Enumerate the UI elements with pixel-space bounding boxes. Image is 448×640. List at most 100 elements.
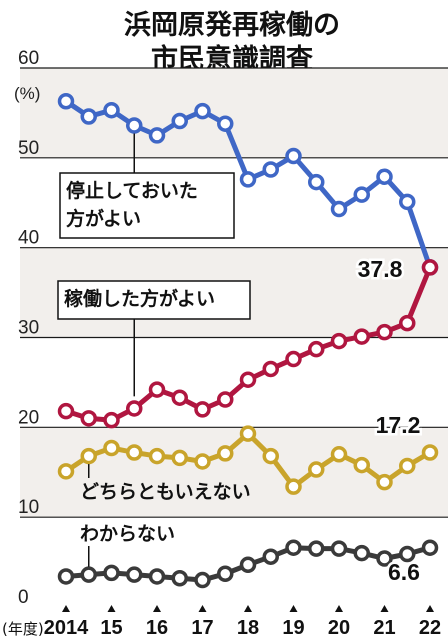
data-point	[80, 447, 97, 465]
data-point	[80, 410, 97, 427]
chart-title-line1: 浜岡原発再稼働の	[124, 10, 340, 41]
data-point	[421, 259, 439, 276]
end-value-label-1: 37.8	[358, 256, 403, 282]
x-tick-mark-15	[107, 605, 116, 612]
x-tick-mark-20	[335, 605, 343, 612]
data-point	[57, 463, 75, 480]
x-axis-unit: (年度)	[2, 620, 44, 638]
data-point	[217, 391, 234, 408]
data-point	[330, 332, 348, 350]
y-axis-unit: (%)	[14, 84, 40, 103]
x-tick-mark-19	[289, 605, 298, 612]
data-point	[103, 411, 120, 429]
data-point	[262, 360, 279, 378]
data-point	[285, 350, 302, 368]
data-point	[148, 127, 166, 144]
data-point	[239, 171, 257, 188]
y-tick-label-20: 20	[18, 407, 39, 428]
data-point	[376, 168, 393, 185]
data-point	[239, 371, 257, 388]
y-tick-label-10: 10	[18, 497, 39, 518]
x-axis: 2014 15 16 17 18 19 20 21 22	[44, 605, 441, 639]
series-label-2: どちらともいえない	[80, 464, 251, 503]
data-point	[399, 457, 416, 475]
data-point	[126, 444, 143, 461]
data-point	[353, 328, 370, 345]
y-tick-label-30: 30	[18, 318, 39, 339]
data-point	[57, 568, 75, 585]
data-point	[376, 473, 393, 491]
series-0	[57, 92, 439, 276]
data-point	[330, 540, 348, 557]
x-tick-label-16: 16	[146, 617, 168, 639]
data-point	[285, 147, 302, 165]
x-tick-label-20: 20	[328, 617, 350, 639]
data-point	[308, 540, 325, 557]
x-tick-label-21: 21	[373, 617, 395, 639]
x-tick-mark-16	[153, 605, 161, 612]
data-point	[171, 389, 188, 406]
data-point	[103, 101, 120, 119]
data-point	[148, 447, 166, 465]
label-box	[59, 172, 235, 239]
series-2	[57, 425, 439, 495]
series-label-text: 停止しておいた	[66, 179, 198, 202]
data-point	[308, 173, 325, 191]
grid-bands	[20, 68, 448, 518]
x-tick-label-2014: 2014	[44, 617, 89, 639]
x-tick-mark-17	[198, 605, 207, 612]
label-box	[57, 280, 251, 320]
data-point	[239, 425, 257, 442]
data-point	[285, 539, 302, 556]
series-1	[57, 259, 439, 429]
data-point	[285, 478, 302, 495]
series-label-text: どちらともいえない	[80, 481, 251, 503]
end-value-label-2: 17.2	[376, 412, 421, 438]
data-point	[80, 108, 97, 125]
data-point	[103, 439, 120, 457]
series-label-1: 稼働した方がよい	[57, 280, 251, 397]
data-point	[126, 400, 143, 417]
series-3	[57, 539, 439, 589]
x-tick-label-15: 15	[100, 617, 122, 639]
series-label-text: 稼働した方がよい	[64, 287, 215, 310]
x-tick-label-22: 22	[419, 617, 441, 639]
data-point	[194, 102, 211, 120]
data-point	[80, 566, 97, 583]
series-label-text: わからない	[80, 523, 175, 545]
data-point	[376, 323, 393, 341]
grid-band-0	[20, 427, 448, 518]
y-axis-ticks: 0 10 20 30 40 50 60	[18, 48, 39, 608]
data-point	[148, 381, 166, 398]
grid-lines	[20, 67, 448, 518]
y-tick-label-50: 50	[18, 138, 39, 159]
data-point	[262, 548, 279, 565]
y-tick-label-60: 60	[18, 48, 39, 69]
data-point	[330, 200, 348, 218]
x-tick-mark-22	[426, 605, 434, 612]
end-value-label-3: 6.6	[388, 559, 420, 585]
data-point	[194, 453, 211, 470]
data-point	[262, 447, 279, 465]
y-tick-label-40: 40	[18, 228, 39, 249]
end-labels: 37.8 17.2 6.6	[355, 254, 423, 588]
data-point	[217, 445, 234, 462]
x-tick-label-17: 17	[191, 617, 213, 639]
data-point	[171, 449, 188, 467]
data-point	[126, 117, 143, 134]
data-point	[376, 550, 393, 567]
data-point	[421, 444, 439, 461]
data-point	[171, 112, 188, 130]
data-point	[399, 314, 416, 332]
data-point	[308, 461, 325, 478]
series-label-text: 方がよい	[66, 207, 141, 230]
data-point	[421, 539, 439, 556]
data-point	[57, 402, 75, 420]
y-tick-label-0: 0	[18, 587, 29, 608]
data-point	[353, 186, 370, 203]
x-tick-label-18: 18	[237, 617, 259, 639]
data-point	[399, 193, 416, 211]
